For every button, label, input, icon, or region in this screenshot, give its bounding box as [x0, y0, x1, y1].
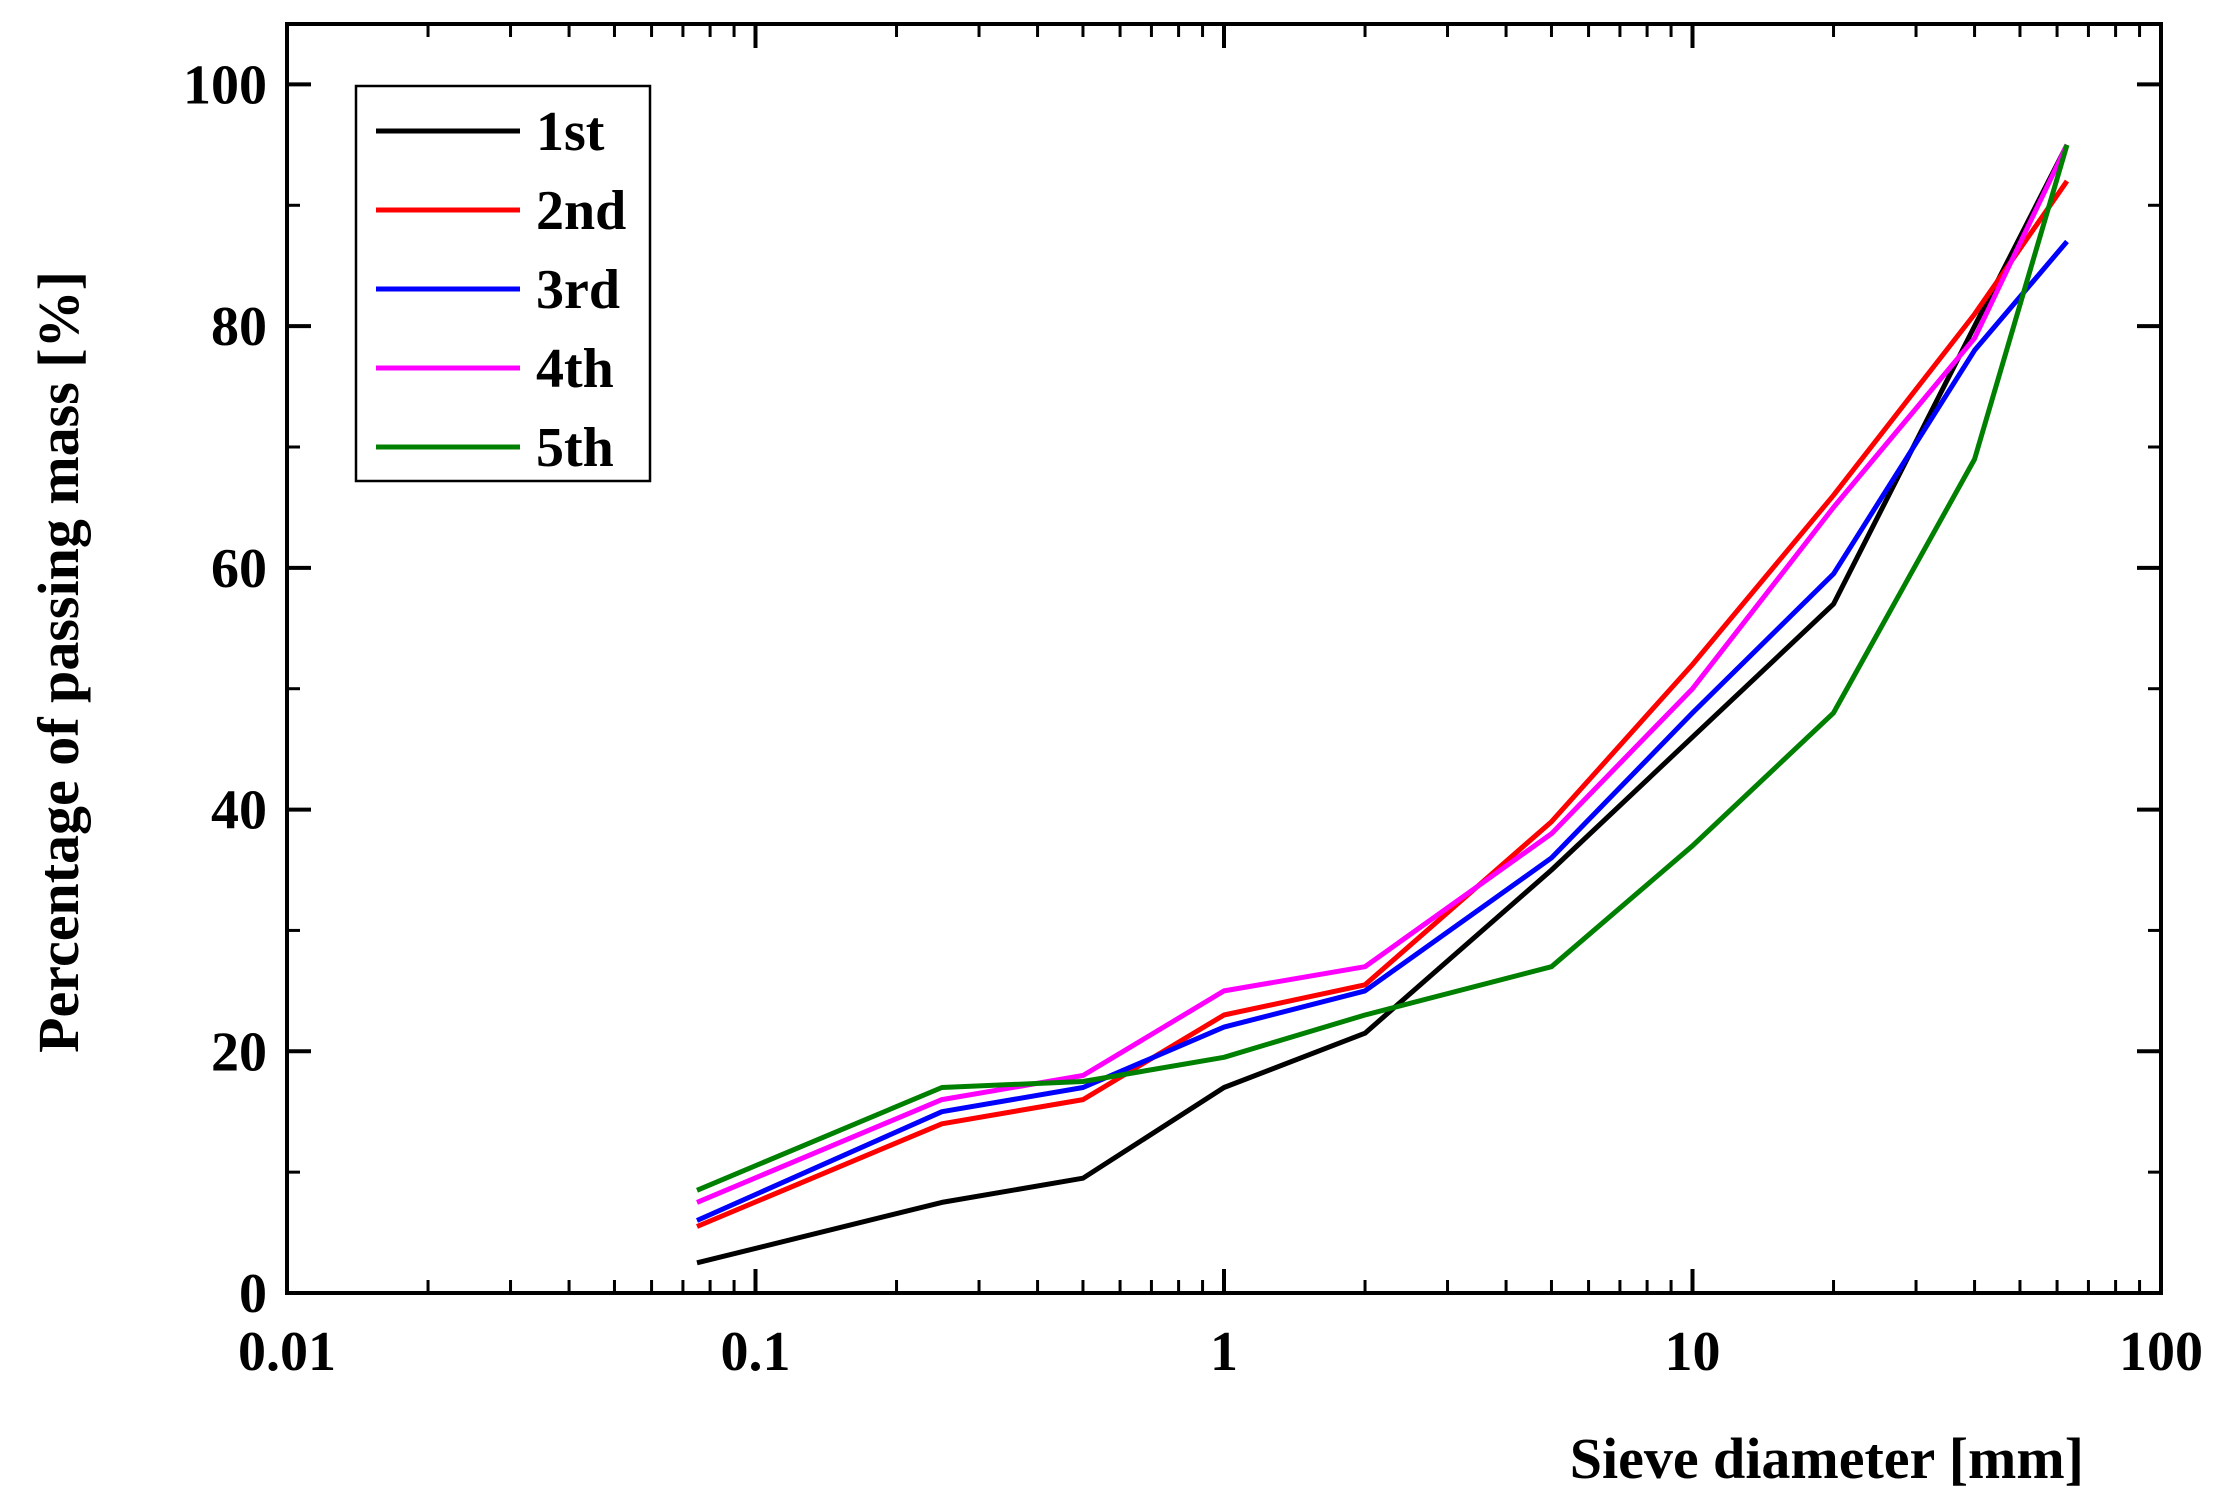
y-tick-label: 100 — [183, 54, 267, 116]
legend-label-4th: 4th — [536, 338, 614, 400]
y-tick-label: 80 — [211, 296, 267, 358]
y-axis-label: Percentage of passing mass [%] — [26, 271, 91, 1053]
y-tick-label: 40 — [211, 780, 267, 842]
y-tick-label: 0 — [239, 1263, 267, 1325]
series-line-4th — [696, 143, 2070, 1205]
axis-ticks: 0.01 0.1 1 10 100 0 20 40 60 80 100 — [183, 24, 2203, 1383]
series-line-2nd — [696, 179, 2070, 1229]
series-line-5th — [696, 144, 2070, 1193]
x-axis-label: Sieve diameter [mm] — [1570, 1426, 2084, 1491]
y-tick-label: 60 — [211, 538, 267, 600]
x-tick-label: 10 — [1665, 1321, 1721, 1383]
x-tick-label: 0.01 — [238, 1321, 336, 1383]
series-lines — [695, 143, 2070, 1266]
legend-label-1st: 1st — [536, 101, 605, 163]
legend-box — [354, 84, 652, 483]
legend-label-3rd: 3rd — [536, 259, 620, 321]
legend: 1st 2nd 3rd 4th 5th — [354, 84, 652, 483]
legend-label-5th: 5th — [536, 417, 614, 479]
series-line-3rd — [695, 239, 2069, 1223]
y-tick-label: 20 — [211, 1021, 267, 1083]
x-tick-label: 100 — [2119, 1321, 2203, 1383]
legend-label-2nd: 2nd — [536, 180, 626, 242]
x-tick-label: 0.1 — [721, 1321, 791, 1383]
x-tick-label: 1 — [1210, 1321, 1238, 1383]
series-line-1st — [696, 143, 2070, 1266]
